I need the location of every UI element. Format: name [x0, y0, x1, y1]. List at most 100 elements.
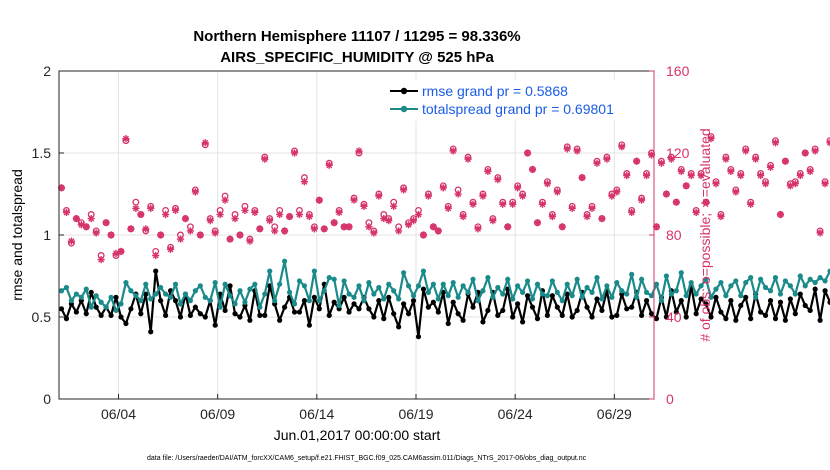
spread-point: [118, 301, 124, 307]
spread-point: [698, 283, 704, 289]
evaluated-obs-marker: [231, 215, 239, 223]
rmse-point: [192, 304, 198, 310]
spread-point: [291, 301, 298, 307]
spread-point: [495, 284, 501, 291]
evaluated-obs-marker: [137, 210, 145, 219]
y-tick-label: 1.5: [32, 145, 52, 161]
evaluated-obs-marker: [717, 212, 725, 221]
evaluated-obs-marker: [519, 192, 527, 200]
y-right-tick-label: 120: [666, 145, 690, 161]
evaluated-obs-marker: [752, 155, 760, 163]
evaluated-obs-marker: [127, 225, 135, 233]
spread-point: [455, 294, 461, 300]
evaluated-obs-marker: [285, 212, 294, 221]
y-axis-right-label: # of obs: o=possible; ∗=evaluated: [697, 128, 713, 341]
evaluated-obs-marker: [633, 157, 641, 165]
rmse-point: [301, 298, 308, 304]
spread-point: [153, 291, 159, 297]
evaluated-obs-marker: [553, 188, 561, 196]
rmse-point: [777, 299, 784, 305]
x-tick-label: 06/09: [200, 406, 235, 422]
legend-spread-marker: [400, 105, 408, 113]
rmse-point: [812, 286, 818, 292]
evaluated-obs-marker: [414, 210, 423, 219]
evaluated-obs-marker: [345, 223, 353, 231]
evaluated-obs-marker: [578, 174, 586, 182]
rmse-point: [172, 298, 179, 304]
evaluated-obs-marker: [390, 202, 398, 210]
rmse-point: [827, 299, 830, 305]
rmse-point: [296, 309, 303, 315]
rmse-point: [247, 317, 253, 323]
y-right-tick-label: 80: [666, 227, 682, 243]
spread-point: [158, 284, 164, 291]
spread-point: [172, 281, 179, 287]
evaluated-obs-marker: [330, 219, 338, 227]
spread-point: [500, 291, 506, 297]
rmse-point: [227, 283, 233, 289]
spread-point: [787, 283, 793, 289]
evaluated-obs-marker: [757, 171, 765, 180]
evaluated-obs-marker: [132, 204, 140, 212]
rmse-point: [282, 304, 288, 310]
spread-point: [480, 288, 486, 294]
evaluated-obs-marker: [588, 204, 596, 212]
evaluated-obs-marker: [360, 202, 368, 210]
evaluated-obs-marker: [82, 223, 90, 231]
evaluated-obs-marker: [355, 147, 363, 155]
spread-point: [351, 294, 357, 300]
rmse-point: [237, 314, 243, 320]
rmse-point: [559, 312, 565, 318]
rmse-point: [98, 312, 104, 318]
spread-point: [594, 275, 600, 281]
evaluated-obs-marker: [62, 208, 71, 217]
rmse-point: [187, 312, 193, 318]
evaluated-obs-marker: [747, 200, 755, 208]
evaluated-obs-marker: [92, 229, 100, 237]
rmse-point: [257, 312, 263, 318]
evaluated-obs-marker: [469, 200, 477, 208]
evaluated-obs-marker: [563, 145, 571, 153]
evaluated-obs-marker: [271, 227, 279, 235]
rmse-point: [772, 316, 779, 322]
evaluated-obs-marker: [459, 212, 467, 221]
rmse-point: [381, 316, 387, 322]
evaluated-obs-marker: [707, 135, 715, 143]
evaluated-obs-marker: [295, 210, 304, 219]
spread-point: [748, 275, 754, 281]
spread-point: [93, 293, 99, 299]
evaluated-obs-marker: [87, 215, 95, 223]
evaluated-obs-marker: [613, 188, 621, 196]
evaluated-obs-marker: [300, 178, 309, 186]
rmse-point: [410, 298, 417, 304]
spread-point: [648, 293, 655, 299]
rmse-point: [197, 311, 203, 317]
y-right-tick-label: 40: [666, 309, 682, 325]
spread-point: [534, 281, 541, 287]
rmse-point: [366, 306, 372, 312]
spread-point: [282, 258, 288, 264]
evaluated-obs-marker: [727, 167, 735, 176]
rmse-point: [341, 294, 347, 300]
rmse-point: [415, 334, 422, 340]
evaluated-obs-marker: [479, 192, 487, 200]
rmse-point: [485, 307, 491, 314]
spread-point: [247, 286, 253, 292]
rmse-point: [480, 319, 486, 325]
spread-point: [257, 304, 263, 310]
spread-point: [321, 288, 327, 294]
spread-point: [465, 289, 471, 295]
evaluated-obs-marker: [776, 210, 785, 219]
spread-point: [381, 296, 387, 302]
possible-obs-marker: [132, 198, 140, 206]
rmse-point: [495, 312, 501, 318]
legend: rmse grand pr = 0.5868 totalspread grand…: [383, 79, 647, 121]
evaluated-obs-marker: [216, 210, 224, 219]
spread-point: [683, 293, 689, 299]
rmse-point: [515, 301, 521, 307]
spread-point: [167, 294, 174, 300]
rmse-point: [787, 296, 793, 302]
evaluated-obs-marker: [290, 149, 299, 157]
evaluated-obs-marker: [305, 212, 313, 221]
spread-point: [331, 276, 337, 282]
